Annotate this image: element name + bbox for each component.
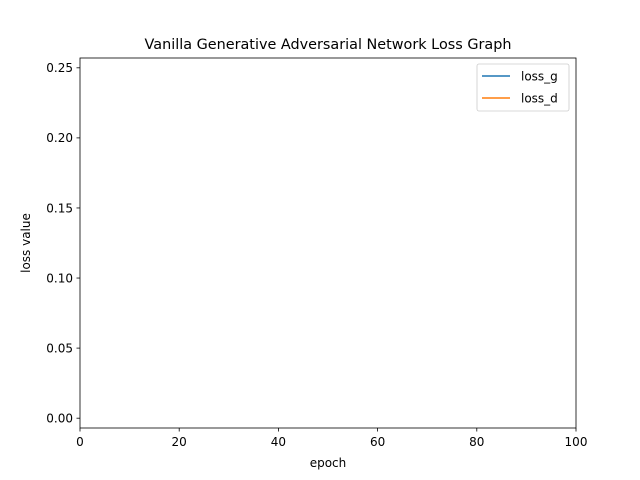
y-tick-label: 0.15 <box>46 201 73 215</box>
x-tick-label: 60 <box>370 435 385 449</box>
y-tick-label: 0.00 <box>46 411 73 425</box>
y-axis-ticks: 0.00 0.05 0.10 0.15 0.20 0.25 <box>46 61 80 425</box>
x-axis-label: epoch <box>310 456 347 470</box>
x-axis-ticks: 0 20 40 60 80 100 <box>76 428 587 449</box>
x-tick-label: 0 <box>76 435 84 449</box>
x-tick-label: 80 <box>469 435 484 449</box>
y-tick-label: 0.05 <box>46 341 73 355</box>
x-tick-label: 20 <box>172 435 187 449</box>
y-tick-label: 0.10 <box>46 271 73 285</box>
chart-title: Vanilla Generative Adversarial Network L… <box>145 37 512 53</box>
legend-label-loss_g: loss_g <box>521 69 558 83</box>
x-tick-label: 100 <box>565 435 588 449</box>
x-tick-label: 40 <box>271 435 286 449</box>
plot-area <box>80 58 576 428</box>
legend-label-loss_d: loss_d <box>521 91 558 105</box>
legend: loss_g loss_d <box>476 63 570 112</box>
y-axis-label: loss value <box>19 213 33 273</box>
y-tick-label: 0.25 <box>46 61 73 75</box>
plot-frame <box>79 57 577 429</box>
y-tick-label: 0.20 <box>46 131 73 145</box>
